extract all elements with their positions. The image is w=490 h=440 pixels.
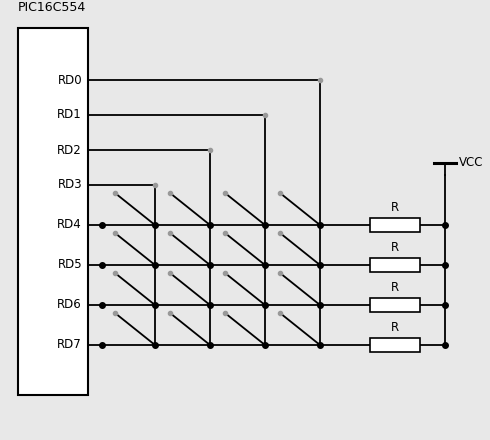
Text: R: R [391,241,399,254]
Text: RD5: RD5 [57,258,82,271]
Text: R: R [391,281,399,294]
Text: PIC16C554: PIC16C554 [18,1,86,14]
Bar [370,258,420,272]
Text: RD4: RD4 [57,219,82,231]
Text: VCC: VCC [459,157,484,169]
Text: RD6: RD6 [57,298,82,312]
Bar [370,218,420,232]
Text: RD2: RD2 [57,143,82,157]
Text: R: R [391,321,399,334]
Text: RD3: RD3 [57,179,82,191]
Text: RD7: RD7 [57,338,82,352]
Bar [370,298,420,312]
Text: R: R [391,201,399,214]
Text: RD1: RD1 [57,109,82,121]
Text: RD0: RD0 [57,73,82,87]
Bar [18,28,88,395]
Bar [370,338,420,352]
